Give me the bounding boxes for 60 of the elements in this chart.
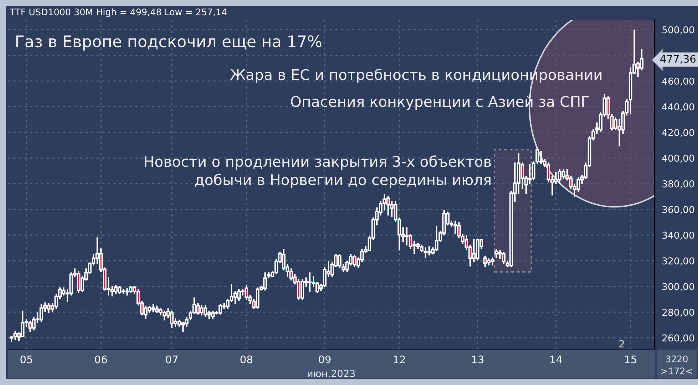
x-tick-label: 09 [319, 356, 331, 364]
candlestick [435, 226, 439, 252]
candlestick [21, 310, 25, 338]
x-tick-label: 07 [166, 356, 178, 364]
candlestick [237, 289, 241, 302]
candlestick [300, 279, 304, 300]
candlestick [386, 196, 390, 216]
candlestick [353, 255, 357, 268]
candlestick [264, 272, 268, 291]
candlestick [290, 268, 294, 281]
candlestick [472, 239, 476, 262]
candlestick [476, 239, 480, 261]
candlestick [558, 169, 562, 184]
y-tick-label: 260,00 [662, 334, 694, 343]
x-tick-label: 05 [20, 356, 32, 364]
y-tick-label: 440,00 [662, 104, 694, 112]
candlestick [539, 151, 544, 164]
text: 3220 [666, 356, 688, 363]
candlestick [204, 305, 208, 318]
x-tick-label: 14 [550, 356, 562, 364]
y-tick-label: 280,00 [662, 308, 694, 318]
candlestick [405, 228, 409, 246]
x-tick-label: 08 [240, 356, 253, 364]
candlestick [424, 248, 428, 258]
annotation: Новости о продлении закрытия 3-х объектов добычи в Норвегии до середины июля [145, 156, 492, 188]
x-tick-label: 13 [472, 356, 484, 364]
candlestick [428, 246, 432, 256]
y-tick-label: 320,00 [662, 258, 694, 266]
y-tick-label: 400,00 [662, 154, 694, 163]
y-tick-label: 360,00 [662, 206, 694, 214]
y-tick-label: 420,00 [662, 129, 694, 138]
x-axis-title: июн.2023 [308, 370, 356, 378]
x-tick-label: 15 [625, 356, 636, 364]
candlestick [170, 310, 174, 328]
annotation: 2 [620, 340, 624, 348]
candlestick [218, 304, 222, 315]
y-tick-label: 500,00 [662, 26, 694, 35]
candlestick [28, 320, 32, 332]
candlestick [554, 172, 558, 184]
y-tick-label: 380,00 [662, 180, 694, 189]
candlestick [40, 304, 44, 322]
x-tick-label: 12 [394, 356, 406, 364]
x-tick-label: 06 [95, 356, 108, 364]
text: Газ в Европе подскочил еще на 17% [16, 36, 322, 51]
y-tick-label: 460,00 [662, 78, 694, 86]
candlestick [181, 322, 186, 332]
chart-subtitle: TTF USD1000 30M High = 499,48 Low = 257,14 [10, 8, 227, 18]
y-tick-label: 300,00 [662, 283, 694, 292]
candlestick [454, 220, 458, 234]
candlestick [77, 270, 81, 294]
candlestick [256, 288, 260, 309]
candlestick [126, 288, 130, 296]
candlestick [244, 285, 248, 300]
candlestick [308, 272, 312, 292]
candlestick [528, 164, 532, 184]
candlestick [502, 252, 506, 264]
y-tick-label: 340,00 [662, 232, 694, 240]
text: >172< [662, 368, 692, 374]
candlestick [484, 256, 488, 268]
text: 477,36 [660, 55, 696, 64]
